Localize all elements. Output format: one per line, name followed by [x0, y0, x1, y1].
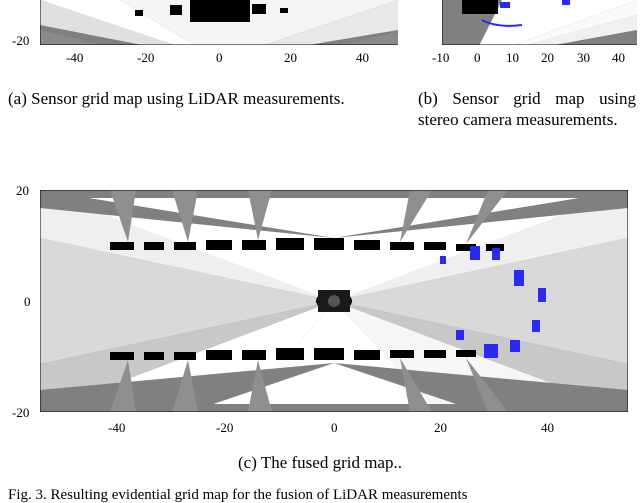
- panel-a-caption: (a) Sensor grid map using LiDAR measurem…: [8, 88, 403, 109]
- panel-b-xtick-5: 40: [612, 50, 625, 66]
- panel-a-plot: [40, 0, 398, 45]
- panel-a-xtick-3: 20: [284, 50, 297, 66]
- panel-a-xtick-4: 40: [356, 50, 369, 66]
- panel-c-ytick-2: -20: [12, 405, 29, 421]
- figure-page: -20 -40 -20 0 20 40: [0, 0, 640, 503]
- panel-c-xtick-1: -20: [216, 420, 233, 436]
- panel-b-caption: (b) Sensor grid map using stereo camera …: [418, 88, 636, 131]
- panel-c-caption: (c) The fused grid map..: [0, 452, 640, 473]
- panel-c-xtick-4: 40: [541, 420, 554, 436]
- panel-b-xtick-0: -10: [432, 50, 449, 66]
- figure-caption: Fig. 3. Resulting evidential grid map fo…: [8, 486, 632, 503]
- panel-b-xtick-2: 10: [506, 50, 519, 66]
- panel-b: -10 0 10 20 30 40: [442, 0, 637, 75]
- panel-b-xtick-3: 20: [541, 50, 554, 66]
- panel-b-xtick-1: 0: [474, 50, 481, 66]
- panel-a-ytick: -20: [12, 33, 29, 49]
- panel-b-xtick-4: 30: [577, 50, 590, 66]
- panel-a-xtick-1: -20: [137, 50, 154, 66]
- panel-a-xtick-0: -40: [66, 50, 83, 66]
- panel-c-ytick-0: 20: [16, 183, 29, 199]
- panel-c-xtick-0: -40: [108, 420, 125, 436]
- panel-c-xtick-2: 0: [331, 420, 338, 436]
- panel-b-plot: [442, 0, 637, 45]
- panel-a-xtick-2: 0: [216, 50, 223, 66]
- panel-c-plot: [40, 190, 628, 412]
- panel-c: 20 0 -20 -40 -20 0 20 40: [40, 190, 628, 460]
- panel-c-xtick-3: 20: [434, 420, 447, 436]
- panel-c-ytick-1: 0: [24, 294, 31, 310]
- panel-a: -20 -40 -20 0 20 40: [40, 0, 398, 75]
